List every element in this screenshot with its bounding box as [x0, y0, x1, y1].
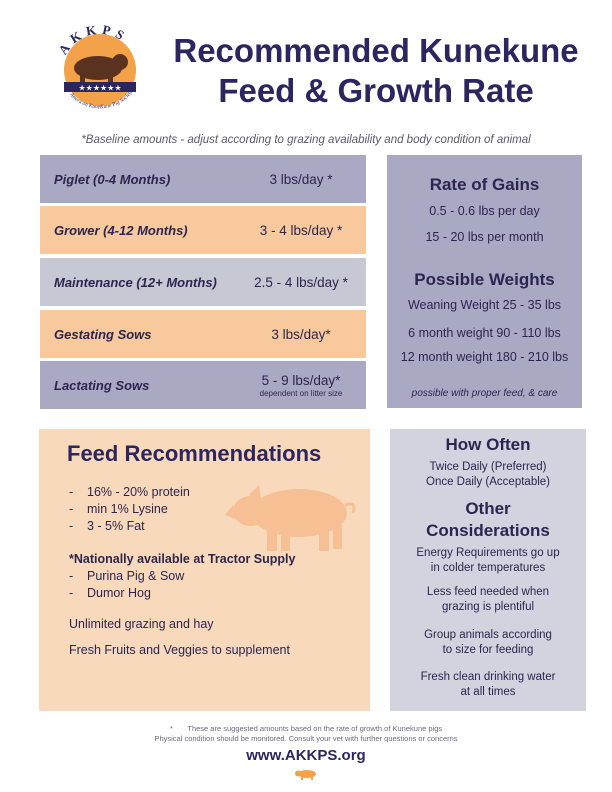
footer-pig-icon [295, 770, 316, 780]
consideration-line: Less feed needed when [426, 586, 550, 598]
akkps-seal-icon: AKKPS ★★★★★★ American KuneKune Pig Socie… [55, 21, 136, 110]
stage-label: Lactating Sows [54, 377, 150, 393]
other-heading: Other [465, 499, 511, 518]
feed-row-lactating: Lactating Sows 5 - 9 lbs/day* dependent … [40, 361, 366, 409]
footer-line-2: Physical condition should be monitored. … [154, 734, 458, 743]
weight-6-month: 6 month weight 90 - 110 lbs [408, 326, 561, 340]
gain-per-day: 0.5 - 0.6 lbs per day [429, 204, 540, 218]
tractor-supply-heading: *Nationally available at Tractor Supply [69, 552, 296, 566]
feed-amount: 3 lbs/day * [269, 171, 333, 187]
feed-row-maintenance: Maintenance (12+ Months) 2.5 - 4 lbs/day… [40, 258, 366, 306]
feed-amount-note: dependent on litter size [259, 388, 343, 398]
consideration-line: Group animals according [424, 629, 552, 641]
feed-recommendations-panel: Feed Recommendations -16% - 20% protein … [39, 429, 370, 711]
akkps-logo: AKKPS ★★★★★★ American KuneKune Pig Socie… [48, 16, 152, 120]
feed-row-piglet: Piglet (0-4 Months) 3 lbs/day * [40, 155, 366, 203]
frequency-preferred: Twice Daily (Preferred) [429, 461, 547, 473]
consideration-line: in colder temperatures [430, 562, 546, 574]
pig-silhouette-icon [225, 485, 356, 551]
consideration-line: grazing is plentiful [441, 601, 535, 613]
rate-of-gains-heading: Rate of Gains [429, 175, 540, 194]
footnote-star: * [169, 724, 173, 733]
fruit-veg-note: Fresh Fruits and Veggies to supplement [69, 643, 290, 657]
weight-weaning: Weaning Weight 25 - 35 lbs [407, 298, 562, 312]
list-item: - min 1% Lysine [69, 502, 168, 516]
website-link[interactable]: www.AKKPS.org [246, 747, 366, 764]
stage-label: Maintenance (12+ Months) [54, 274, 217, 290]
stage-label: Piglet (0-4 Months) [54, 171, 171, 187]
footnote-text: These are suggested amounts based on the… [187, 724, 443, 733]
considerations-heading: Considerations [426, 521, 550, 540]
feed-amount-value: 5 - 9 lbs/day* [261, 372, 341, 388]
baseline-note: *Baseline amounts - adjust according to … [81, 134, 531, 146]
feed-amount: 2.5 - 4 lbs/day * [254, 274, 348, 290]
stage-label: Grower (4-12 Months) [54, 222, 188, 238]
grazing-note: Unlimited grazing and hay [69, 617, 214, 631]
feed-row-grower: Grower (4-12 Months) 3 - 4 lbs/day * [40, 206, 366, 254]
list-item: - Dumor Hog [69, 586, 151, 600]
how-often-panel: How Often Twice Daily (Preferred) Once D… [390, 429, 586, 711]
footer-line-1: * These are suggested amounts based on t… [0, 724, 612, 733]
page-title-line-2: Feed & Growth Rate [218, 72, 534, 109]
list-item: -3 - 5% Fat [69, 519, 145, 533]
rate-of-gains-panel: Rate of Gains 0.5 - 0.6 lbs per day 15 -… [387, 155, 582, 408]
list-item: - Purina Pig & Sow [69, 569, 185, 583]
how-often-heading: How Often [445, 435, 531, 454]
feed-row-gestating: Gestating Sows 3 lbs/day* [40, 310, 366, 358]
weight-12-month: 12 month weight 180 - 210 lbs [400, 350, 569, 364]
page-title-line-1: Recommended Kunekune [173, 32, 579, 69]
gain-per-month: 15 - 20 lbs per month [425, 230, 544, 244]
consideration-line: to size for feeding [442, 644, 534, 656]
stage-label: Gestating Sows [54, 326, 152, 342]
weights-footnote: possible with proper feed, & care [411, 388, 558, 399]
possible-weights-heading: Possible Weights [414, 270, 555, 289]
list-item: -16% - 20% protein [69, 485, 190, 499]
consideration-line: Fresh clean drinking water [420, 671, 556, 683]
consideration-line: Energy Requirements go up [416, 547, 560, 559]
feed-recommendations-heading: Feed Recommendations [67, 441, 322, 466]
feed-amount: 3 - 4 lbs/day * [259, 222, 343, 238]
feed-amount: 5 - 9 lbs/day* dependent on litter size [236, 373, 366, 398]
logo-stars: ★★★★★★ [78, 84, 121, 93]
consideration-line: at all times [460, 686, 516, 698]
feed-amount: 3 lbs/day* [271, 326, 331, 342]
frequency-acceptable: Once Daily (Acceptable) [426, 476, 550, 488]
